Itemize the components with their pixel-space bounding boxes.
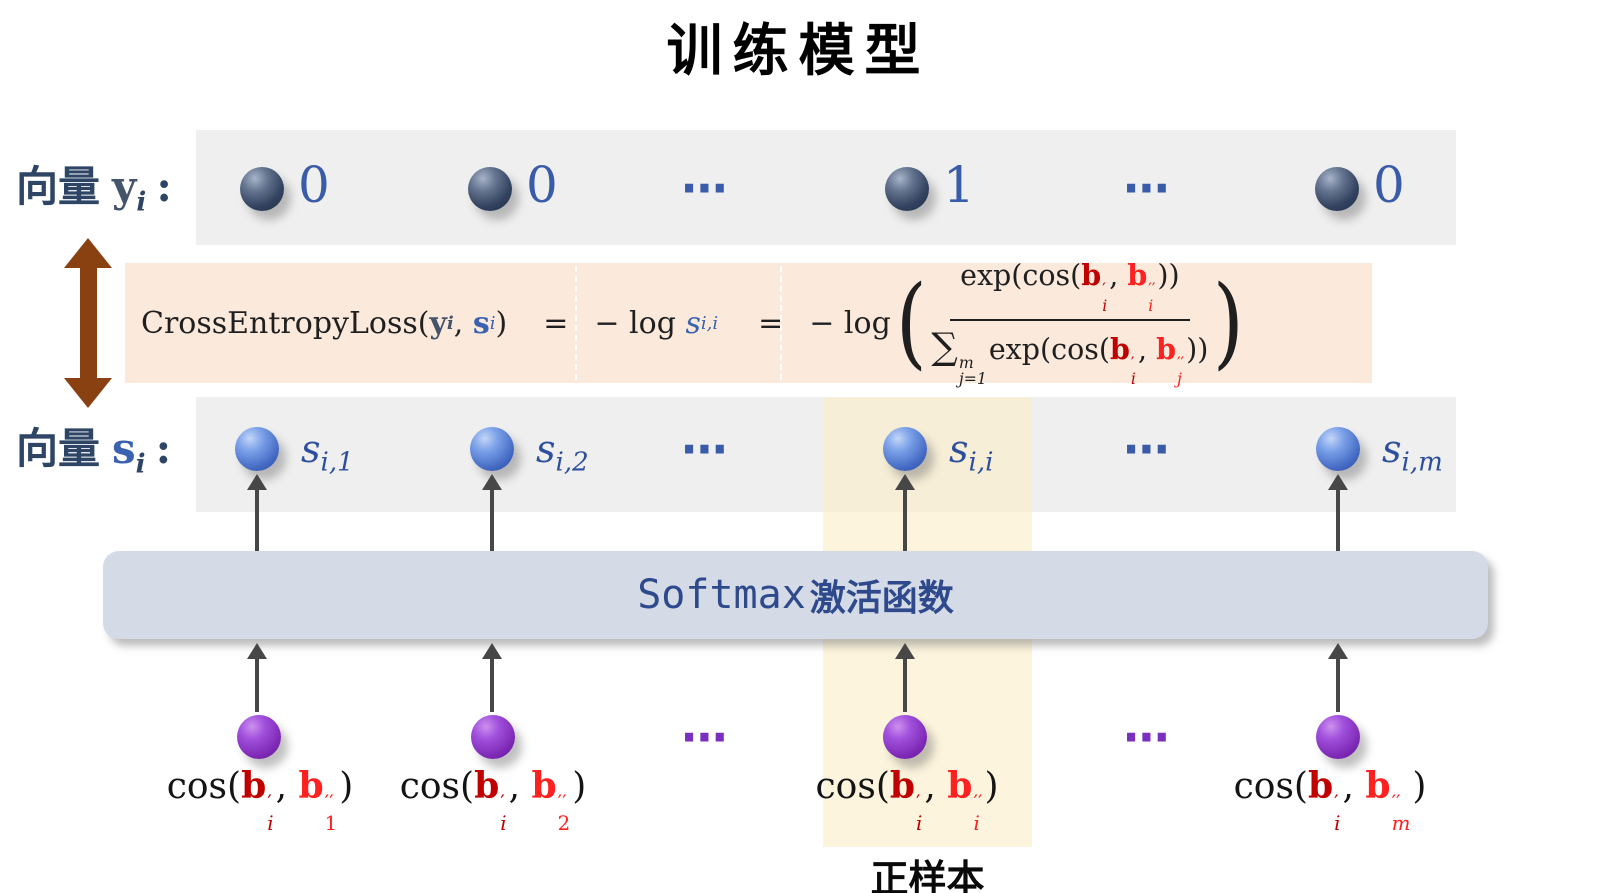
b-double-prime-symbol: b	[1156, 332, 1176, 366]
vector-word: 向量	[16, 162, 101, 211]
s-vector-label: 向量 si:	[16, 424, 172, 480]
arrow-head-up	[64, 238, 112, 268]
cos-label-1: cos(b ′ i, b ′′ 1)	[166, 765, 354, 835]
equivalence-double-arrow	[64, 238, 112, 408]
y-vector-row-bar	[196, 130, 1456, 245]
vector-word: 向量	[16, 424, 101, 473]
formula-y-symbol: y	[429, 305, 447, 341]
softmax-label-zh: 激活函数	[809, 578, 954, 619]
fraction-numerator: exp(cos(b ′ i, b ′′ i))	[950, 258, 1190, 321]
b-double-prime-scripts: ′′ j	[1177, 352, 1185, 389]
up-arrow-from-cos2	[481, 643, 503, 712]
softmax-box: Softmax 激活函数	[103, 551, 1488, 639]
diagram-title: 训练模型	[666, 18, 931, 84]
comma: ,	[1109, 259, 1119, 293]
neg-log: − log	[809, 305, 891, 341]
arrow-head-down	[64, 378, 112, 408]
up-arrow-to-s2	[481, 474, 503, 551]
exp-cos-prefix: exp(cos(	[960, 259, 1082, 293]
y-row-ellipsis: ⋯	[681, 161, 731, 215]
y-value-2: 0	[526, 156, 558, 214]
y-value-m: 0	[1373, 156, 1405, 214]
cos-label-positive: cos(b ′ i, b ′′ i)	[815, 765, 999, 835]
up-arrow-from-cosm	[1327, 643, 1349, 712]
s-row-ellipsis: ⋯	[681, 422, 731, 476]
s-ii-subscript: i,i	[700, 312, 719, 334]
b-prime-scripts: ′ i	[1130, 352, 1136, 389]
s-i1-label: si,1	[301, 427, 354, 478]
arrow-shaft	[79, 268, 97, 378]
cos-label-2: cos(b ′ i, b ′′ 2)	[399, 765, 587, 835]
s-value-sphere-1	[235, 427, 279, 471]
exp-cos-prefix: exp(cos(	[988, 333, 1110, 366]
sigma-symbol: ∑	[931, 325, 958, 368]
cos-row-ellipsis: ⋯	[681, 710, 731, 764]
y-value-sphere-m	[1315, 167, 1359, 211]
b-double-prime-scripts: ′′ i	[1148, 279, 1156, 315]
comma: ,	[1137, 333, 1147, 366]
formula-s-symbol: s	[472, 305, 490, 341]
cos-sphere-positive	[883, 715, 927, 759]
s-i2-label: si,2	[536, 427, 589, 478]
y-row-ellipsis: ⋯	[1123, 161, 1173, 215]
up-arrow-to-sii	[894, 474, 916, 551]
formula-cell-divider	[780, 266, 782, 380]
softmax-fraction: exp(cos(b ′ i, b ′′ i)) ∑ m j=1 exp(cos(b ′ i, b ′…	[931, 258, 1208, 387]
softmax-label-en: Softmax	[637, 572, 806, 618]
formula-rparen: )	[495, 305, 508, 341]
s-value-sphere-2	[470, 427, 514, 471]
up-arrow-to-s1	[246, 474, 268, 551]
close-parens: ))	[1157, 259, 1180, 293]
close-parens: ))	[1186, 333, 1209, 366]
y-vector-label: 向量 yi:	[16, 162, 172, 218]
s-ii-symbol: s	[685, 305, 701, 341]
s-row-ellipsis: ⋯	[1123, 422, 1173, 476]
y-value-1: 0	[298, 156, 330, 214]
formula-y-subscript: i	[446, 312, 454, 334]
cos-sphere-1	[237, 715, 281, 759]
b-prime-symbol: b	[1081, 258, 1102, 293]
y-value-sphere-1	[240, 167, 284, 211]
s-value-sphere-m	[1316, 427, 1360, 471]
equals-sign: =	[543, 305, 569, 341]
up-arrow-from-cos1	[246, 643, 268, 712]
neg-log: − log	[594, 305, 676, 341]
b-prime-scripts: ′ i	[1102, 279, 1108, 315]
formula-func: CrossEntropyLoss(	[141, 305, 430, 341]
cos-sphere-m	[1316, 715, 1360, 759]
formula-comma: ,	[453, 305, 464, 341]
positive-sample-caption: 正样本	[870, 856, 985, 893]
cross-entropy-formula-box: CrossEntropyLoss(y i, s i) = − log s i,i = …	[125, 258, 1372, 387]
s-value-sphere-positive	[883, 427, 927, 471]
y-value-positive: 1	[943, 156, 975, 214]
formula-s-subscript: i	[489, 312, 496, 334]
b-double-prime-symbol: b	[1127, 258, 1148, 293]
formula-cell-divider	[575, 266, 577, 380]
sigma-limits: m j=1	[958, 352, 987, 389]
s-im-label: si,m	[1382, 427, 1443, 478]
cos-row-ellipsis: ⋯	[1123, 710, 1173, 764]
fraction-denominator: ∑ m j=1 exp(cos(b ′ i, b ′′ j))	[931, 321, 1208, 388]
s-ii-label: si,i	[949, 427, 994, 478]
y-value-sphere-positive	[885, 167, 929, 211]
up-arrow-to-sm	[1327, 474, 1349, 551]
cos-label-m: cos(b ′ i, b ′′ m)	[1233, 765, 1427, 835]
y-value-sphere-2	[468, 167, 512, 211]
cos-sphere-2	[471, 715, 515, 759]
equals-sign: =	[758, 305, 784, 341]
up-arrow-from-cosi	[894, 643, 916, 712]
b-prime-symbol: b	[1109, 332, 1130, 366]
